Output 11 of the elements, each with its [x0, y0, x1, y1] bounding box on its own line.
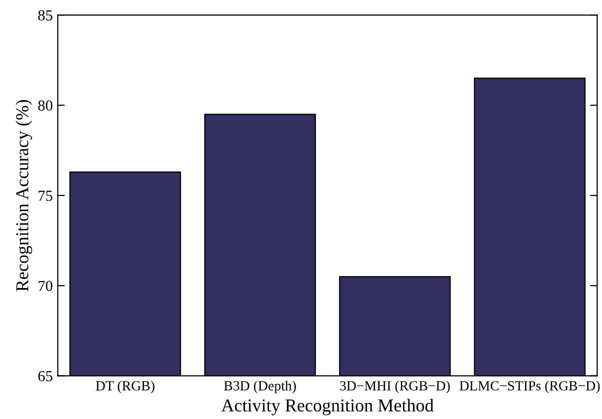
y-tick-label: 75	[38, 190, 52, 201]
x-tick-label: 3D−MHI (RGB−D)	[340, 380, 450, 394]
y-axis-title: Recognition Accuracy (%)	[16, 100, 32, 292]
x-axis-title: Activity Recognition Method	[221, 398, 434, 416]
x-tick-label: DT (RGB)	[96, 380, 154, 394]
y-tick-label: 70	[38, 280, 52, 292]
x-tick-label: DLMC−STIPs (RGB−D)	[460, 380, 600, 394]
x-tick-label: B3D (Depth)	[224, 380, 296, 394]
y-tick-label: 65	[38, 371, 52, 382]
y-tick-label: 85	[38, 10, 52, 21]
y-tick-label: 80	[38, 100, 52, 111]
